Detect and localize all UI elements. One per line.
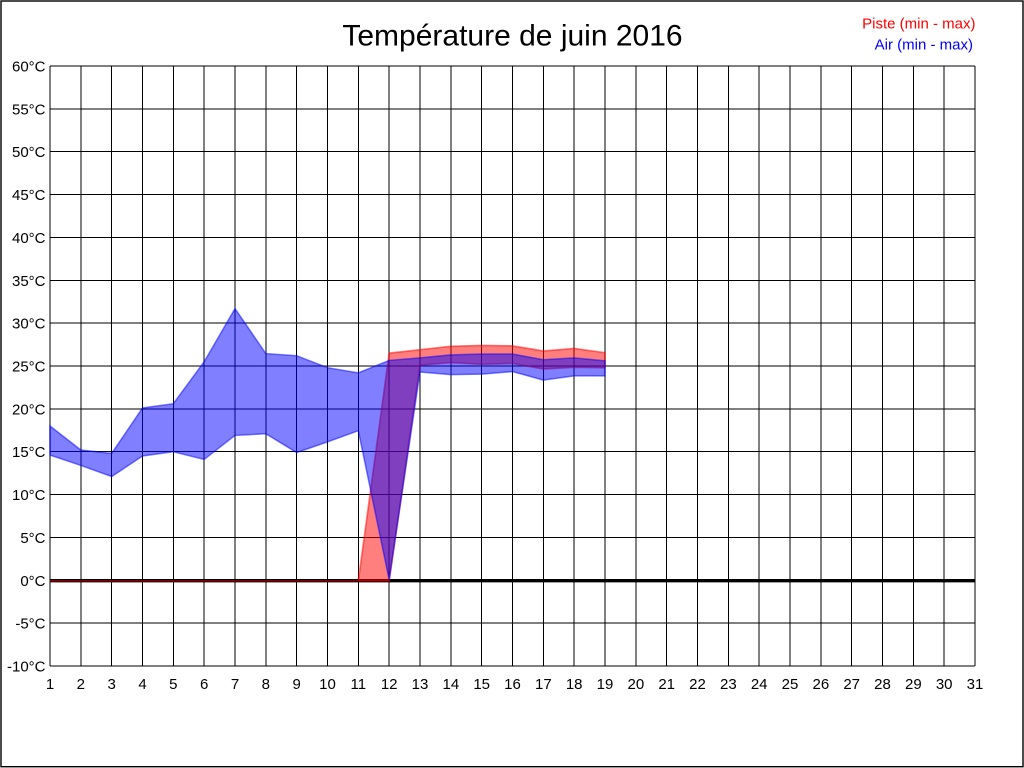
svg-text:5°C: 5°C [20,530,45,547]
svg-text:20°C: 20°C [12,401,46,418]
svg-text:11: 11 [351,676,367,693]
svg-text:30: 30 [936,676,953,693]
svg-text:9: 9 [292,676,300,693]
svg-text:10°C: 10°C [12,487,46,504]
svg-text:27: 27 [843,676,860,693]
svg-text:Température de juin 2016: Température de juin 2016 [342,20,682,53]
svg-text:45°C: 45°C [12,187,46,204]
svg-text:4: 4 [138,676,146,693]
svg-text:40°C: 40°C [12,230,46,247]
svg-text:Air (min - max): Air (min - max) [875,37,973,54]
svg-text:13: 13 [412,676,429,693]
svg-text:29: 29 [905,676,922,693]
svg-text:7: 7 [231,676,239,693]
svg-text:8: 8 [262,676,270,693]
svg-text:25°C: 25°C [12,359,46,376]
svg-text:55°C: 55°C [12,101,46,118]
svg-text:6: 6 [200,676,208,693]
svg-text:14: 14 [442,676,459,693]
svg-text:22: 22 [689,676,706,693]
svg-text:21: 21 [658,676,675,693]
svg-text:20: 20 [627,676,644,693]
svg-text:0°C: 0°C [20,573,45,590]
svg-text:15: 15 [473,676,490,693]
svg-text:31: 31 [967,676,984,693]
svg-text:23: 23 [720,676,737,693]
svg-text:17: 17 [535,676,552,693]
svg-text:1: 1 [46,676,54,693]
svg-text:-10°C: -10°C [7,659,46,676]
svg-text:12: 12 [381,676,398,693]
svg-text:15°C: 15°C [12,444,46,461]
svg-text:24: 24 [751,676,768,693]
svg-text:10: 10 [319,676,336,693]
svg-text:26: 26 [812,676,829,693]
svg-text:5: 5 [169,676,177,693]
svg-text:25: 25 [782,676,799,693]
svg-text:16: 16 [504,676,521,693]
svg-text:19: 19 [597,676,614,693]
svg-text:Piste (min - max): Piste (min - max) [862,16,975,33]
svg-text:50°C: 50°C [12,144,46,161]
svg-text:2: 2 [77,676,85,693]
svg-text:30°C: 30°C [12,316,46,333]
svg-text:3: 3 [107,676,115,693]
svg-text:-5°C: -5°C [15,616,45,633]
svg-text:28: 28 [874,676,891,693]
svg-text:35°C: 35°C [12,273,46,290]
svg-text:60°C: 60°C [12,59,46,76]
svg-text:18: 18 [566,676,583,693]
